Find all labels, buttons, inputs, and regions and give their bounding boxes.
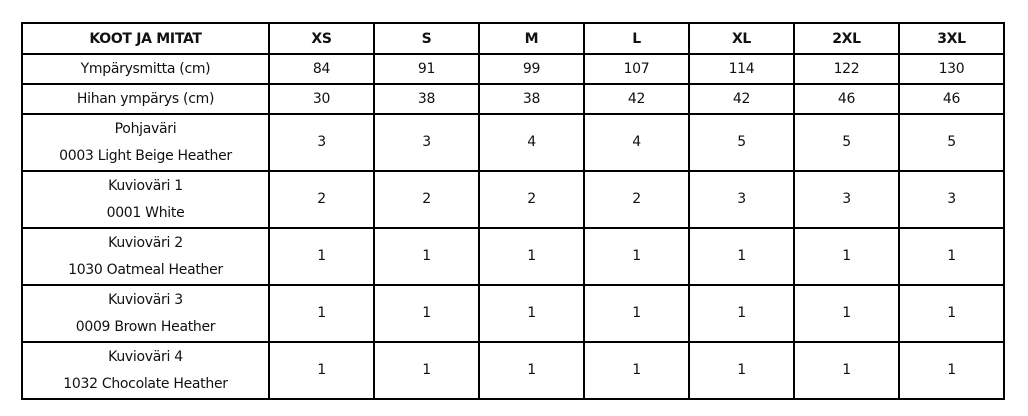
cell-value: 1 [898,227,1005,286]
row-label: Pohjaväri 0003 Light Beige Heather [21,113,270,172]
cell-value: 1 [688,227,795,286]
size-header: 3XL [898,22,1005,55]
row-label-text: Kuvioväri 4 [108,348,183,365]
table-row: Kuvioväri 4 1032 Chocolate Heather 1 1 1 1 1 1 1 [21,341,1005,400]
cell-value: 38 [373,83,480,115]
cell-value: 1 [898,284,1005,343]
cell-value: 2 [373,170,480,229]
cell-value: 1 [268,284,375,343]
size-header: M [478,22,585,55]
cell-value: 30 [268,83,375,115]
cell-value: 84 [268,53,375,85]
row-label: Hihan ympärys (cm) [21,83,270,115]
cell-value: 91 [373,53,480,85]
cell-value: 1 [793,227,900,286]
table-row: Kuvioväri 1 0001 White 2 2 2 2 3 3 3 [21,170,1005,229]
cell-value: 38 [478,83,585,115]
table-title: KOOT JA MITAT [21,22,270,55]
cell-value: 5 [898,113,1005,172]
cell-value: 5 [688,113,795,172]
cell-value: 4 [583,113,690,172]
cell-value: 3 [898,170,1005,229]
row-label: Kuvioväri 1 0001 White [21,170,270,229]
table-row: Pohjaväri 0003 Light Beige Heather 3 3 4 4 5 5 5 [21,113,1005,172]
cell-value: 5 [793,113,900,172]
cell-value: 1 [583,227,690,286]
cell-value: 46 [793,83,900,115]
cell-value: 1 [478,341,585,400]
row-color-code: 0001 White [106,204,185,221]
cell-value: 1 [583,341,690,400]
row-label: Kuvioväri 4 1032 Chocolate Heather [21,341,270,400]
size-header: 2XL [793,22,900,55]
header-row: KOOT JA MITAT XS S M L XL 2XL 3XL [21,22,1005,55]
cell-value: 3 [268,113,375,172]
table-row: Kuvioväri 3 0009 Brown Heather 1 1 1 1 1 1 1 [21,284,1005,343]
row-label-text: Kuvioväri 1 [108,177,183,194]
cell-value: 1 [688,341,795,400]
cell-value: 42 [583,83,690,115]
size-header: L [583,22,690,55]
cell-value: 4 [478,113,585,172]
cell-value: 3 [373,113,480,172]
table-row: Ympärysmitta (cm) 84 91 99 107 114 122 130 [21,53,1005,85]
size-header: XL [688,22,795,55]
cell-value: 1 [793,341,900,400]
row-label: Ympärysmitta (cm) [21,53,270,85]
row-label-text: Kuvioväri 3 [108,291,183,308]
size-header: XS [268,22,375,55]
cell-value: 1 [268,341,375,400]
cell-value: 3 [793,170,900,229]
cell-value: 2 [268,170,375,229]
row-color-code: 0009 Brown Heather [75,318,216,335]
cell-value: 42 [688,83,795,115]
row-color-code: 1032 Chocolate Heather [63,375,228,392]
row-label-text: Kuvioväri 2 [108,234,183,251]
cell-value: 114 [688,53,795,85]
row-label: Kuvioväri 2 1030 Oatmeal Heather [21,227,270,286]
cell-value: 3 [688,170,795,229]
cell-value: 99 [478,53,585,85]
cell-value: 1 [373,341,480,400]
cell-value: 107 [583,53,690,85]
cell-value: 1 [583,284,690,343]
row-label-text: Hihan ympärys (cm) [76,91,215,107]
row-label: Kuvioväri 3 0009 Brown Heather [21,284,270,343]
row-label-text: Ympärysmitta (cm) [80,61,211,77]
cell-value: 1 [793,284,900,343]
cell-value: 122 [793,53,900,85]
size-chart-table: KOOT JA MITAT XS S M L XL 2XL 3XL Ympäry… [21,22,1005,400]
cell-value: 2 [583,170,690,229]
cell-value: 1 [373,284,480,343]
cell-value: 1 [688,284,795,343]
table-row: Kuvioväri 2 1030 Oatmeal Heather 1 1 1 1 1 1 1 [21,227,1005,286]
cell-value: 2 [478,170,585,229]
row-label-text: Pohjaväri [114,120,177,137]
table-row: Hihan ympärys (cm) 30 38 38 42 42 46 46 [21,83,1005,115]
row-color-code: 1030 Oatmeal Heather [68,261,223,278]
cell-value: 130 [898,53,1005,85]
cell-value: 46 [898,83,1005,115]
row-color-code: 0003 Light Beige Heather [59,147,232,164]
cell-value: 1 [478,284,585,343]
cell-value: 1 [478,227,585,286]
cell-value: 1 [898,341,1005,400]
size-header: S [373,22,480,55]
cell-value: 1 [268,227,375,286]
cell-value: 1 [373,227,480,286]
